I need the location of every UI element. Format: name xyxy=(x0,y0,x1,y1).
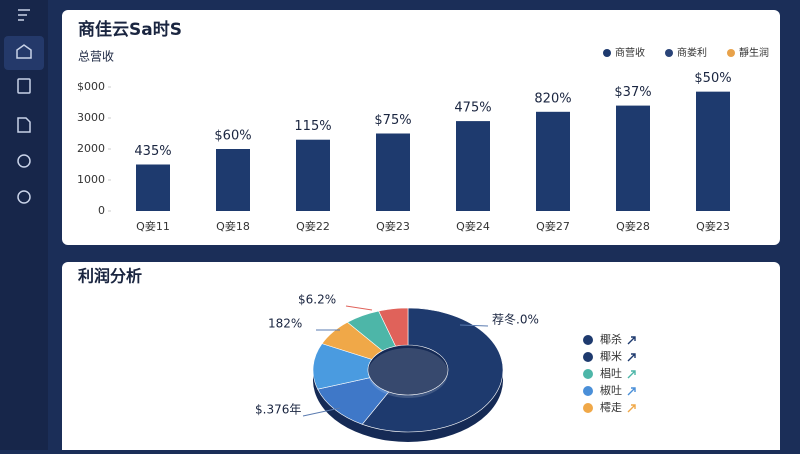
nav-file[interactable] xyxy=(17,117,31,133)
bar xyxy=(536,111,570,211)
legend-label: 椰杀 xyxy=(600,332,622,346)
y-tick-label: 1000 xyxy=(77,173,105,186)
x-tick-label: Q妾18 xyxy=(216,219,250,233)
legend-swatch xyxy=(727,49,735,57)
nav-active[interactable] xyxy=(4,36,44,70)
legend-swatch xyxy=(583,352,593,362)
nav-doc[interactable] xyxy=(17,78,31,94)
x-tick-label: Q妾11 xyxy=(136,219,170,233)
legend-swatch xyxy=(583,369,593,379)
x-tick-label: Q妾27 xyxy=(536,219,570,233)
legend-label: 椰米 xyxy=(600,349,622,363)
y-tick-label: 0 xyxy=(98,204,105,217)
legend-swatch xyxy=(583,335,593,345)
legend-label: 商营收 xyxy=(615,46,645,59)
bar xyxy=(376,133,410,211)
bar xyxy=(216,149,250,211)
nav-home[interactable] xyxy=(16,44,32,59)
legend-swatch xyxy=(603,49,611,57)
legend-arrow xyxy=(627,353,636,362)
y-tick-label: 2000 xyxy=(77,142,105,155)
legend-label: 靜生润 xyxy=(739,46,769,59)
callout-line xyxy=(459,324,489,327)
nav-settings[interactable] xyxy=(17,154,31,168)
donut-segment xyxy=(378,307,409,347)
bar-label: 435% xyxy=(134,144,171,159)
legend-swatch xyxy=(583,403,593,413)
sidebar-icons xyxy=(4,9,44,204)
bar-label: 475% xyxy=(454,101,491,116)
y-tick-label: 3000 xyxy=(77,111,105,124)
bar xyxy=(616,105,650,211)
callout-label: 荐冬.0% xyxy=(492,312,539,327)
legend-label: 樗走 xyxy=(600,400,622,414)
legend-swatch xyxy=(583,386,593,396)
legend-arrow xyxy=(627,370,636,379)
x-tick-label: Q妾24 xyxy=(456,219,490,233)
sidebar xyxy=(0,0,48,450)
legend-arrow xyxy=(627,387,636,396)
legend-label: 商娄利 xyxy=(677,46,707,59)
bar xyxy=(296,139,330,211)
bar-label: $60% xyxy=(214,129,251,144)
donut-segment xyxy=(361,307,504,433)
callout-label: 182% xyxy=(268,317,302,331)
chart-subtitle: 总营收 xyxy=(78,50,114,64)
bar-label: $50% xyxy=(694,71,731,86)
nav-settings-2[interactable] xyxy=(17,190,31,204)
bar-label: $75% xyxy=(374,113,411,128)
callout-line xyxy=(345,305,373,311)
donut-hole-depth xyxy=(368,348,448,398)
page-title: 商佳云Sa时S xyxy=(78,19,182,40)
x-tick-label: Q妾22 xyxy=(296,219,330,233)
callout-line xyxy=(302,407,341,417)
legend-swatch xyxy=(665,49,673,57)
bar-label: 820% xyxy=(534,91,571,106)
callout-label: $6.2% xyxy=(298,293,336,307)
x-tick-label: Q妾23 xyxy=(376,219,410,233)
legend-arrow xyxy=(627,336,636,345)
legend-arrow xyxy=(627,404,636,413)
y-tick-label: $000 xyxy=(77,80,105,93)
bar xyxy=(456,121,490,211)
bar-label: 115% xyxy=(294,119,331,134)
legend-label: 椙吐 xyxy=(600,366,622,380)
x-tick-label: Q妾28 xyxy=(616,219,650,233)
bar xyxy=(696,91,730,211)
x-tick-label: Q妾23 xyxy=(696,219,730,233)
logo xyxy=(18,9,30,21)
chart-title: 利润分析 xyxy=(78,267,142,286)
bar xyxy=(136,164,170,211)
legend-label: 椒吐 xyxy=(600,383,622,397)
callout-label: $.376年 xyxy=(255,403,301,417)
bar-label: $37% xyxy=(614,85,651,100)
